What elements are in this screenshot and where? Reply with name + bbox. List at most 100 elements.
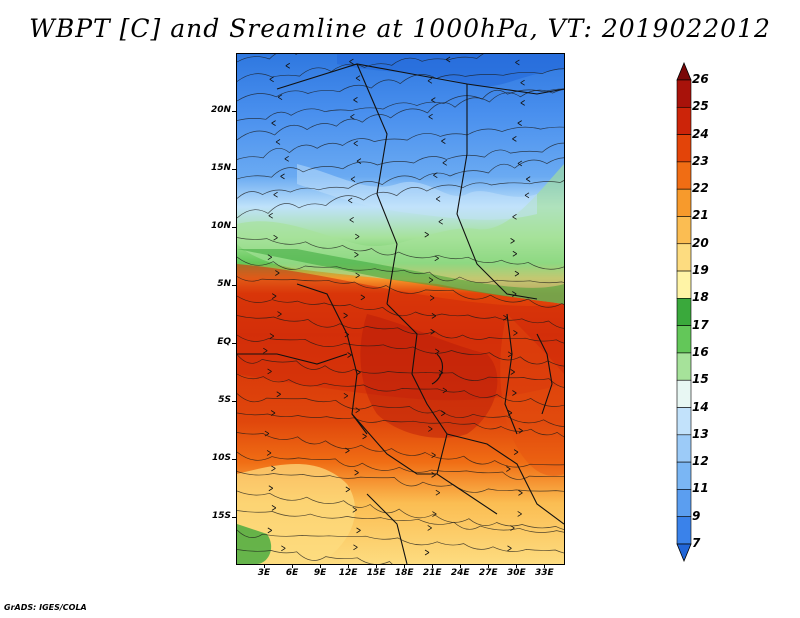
lon-label: 21E bbox=[422, 568, 442, 578]
streamline-arrow bbox=[432, 511, 437, 517]
lat-label: EQ bbox=[217, 336, 231, 347]
streamline-arrow bbox=[267, 254, 273, 261]
lat-tick bbox=[232, 400, 236, 402]
lon-tick bbox=[460, 564, 462, 568]
streamline bbox=[237, 180, 564, 219]
lat-tick bbox=[232, 458, 236, 460]
streamline-arrow bbox=[513, 330, 518, 336]
lon-label: 30E bbox=[506, 568, 526, 578]
colorbar-label: 9 bbox=[692, 508, 701, 523]
colorbar-box bbox=[676, 216, 692, 245]
streamline-arrow bbox=[271, 120, 276, 126]
colorbar-label: 13 bbox=[692, 426, 709, 441]
lon-tick bbox=[348, 564, 350, 568]
streamline-arrow bbox=[268, 212, 273, 219]
streamline-arrow bbox=[353, 97, 358, 103]
streamline-arrow bbox=[360, 294, 366, 301]
colorbar-box bbox=[676, 188, 692, 217]
streamline bbox=[237, 451, 564, 480]
streamline bbox=[237, 315, 564, 344]
grads-credit: GrADS: IGES/COLA bbox=[4, 603, 87, 612]
lon-tick bbox=[432, 564, 434, 568]
streamline-arrow bbox=[268, 485, 274, 492]
streamline-arrow bbox=[427, 525, 432, 531]
streamline-arrow bbox=[442, 159, 447, 166]
lat-tick bbox=[232, 342, 236, 344]
streamline-arrow bbox=[277, 94, 283, 101]
streamline-arrow bbox=[518, 427, 523, 434]
lon-label: 27E bbox=[478, 568, 498, 578]
colorbar-box bbox=[676, 489, 692, 518]
colorbar-label: 24 bbox=[692, 126, 709, 141]
streamline-arrow bbox=[266, 450, 272, 456]
streamline-arrow bbox=[269, 76, 274, 83]
streamline-arrow bbox=[431, 313, 437, 319]
lat-tick bbox=[232, 284, 236, 286]
streamline bbox=[237, 432, 564, 468]
streamline-arrow bbox=[355, 272, 360, 279]
streamline-arrow bbox=[273, 191, 278, 198]
lat-tick bbox=[232, 168, 236, 170]
streamline-arrow bbox=[349, 58, 354, 65]
streamline-arrow bbox=[281, 545, 286, 552]
streamline-arrow bbox=[273, 234, 278, 241]
lat-label: 5N bbox=[217, 278, 231, 289]
streamline bbox=[237, 256, 564, 284]
lon-label: 3E bbox=[257, 568, 271, 578]
colorbar-box bbox=[676, 161, 692, 190]
streamline bbox=[237, 354, 564, 388]
streamline-arrow bbox=[520, 100, 525, 106]
colorbar-box bbox=[676, 407, 692, 436]
colorbar-label: 23 bbox=[692, 153, 709, 168]
streamline-arrow bbox=[514, 270, 520, 277]
streamline-arrow bbox=[267, 527, 273, 534]
streamline-arrow bbox=[353, 140, 358, 147]
streamline-arrow bbox=[442, 387, 448, 394]
colorbar-label: 15 bbox=[692, 372, 709, 387]
streamline-arrow bbox=[349, 216, 354, 223]
streamline-arrow bbox=[355, 407, 360, 414]
streamline-arrow bbox=[429, 295, 435, 301]
streamline bbox=[237, 54, 510, 82]
streamline-arrow bbox=[434, 255, 439, 262]
streamline-arrow bbox=[347, 352, 352, 358]
streamline bbox=[237, 393, 564, 427]
lon-label: 15E bbox=[366, 568, 386, 578]
streamline-arrow bbox=[280, 173, 285, 180]
plot-title: WBPT [C] and Sreamline at 1000hPa, VT: 2… bbox=[29, 14, 771, 43]
streamline bbox=[237, 471, 564, 493]
streamline-arrow bbox=[507, 410, 513, 416]
colorbar-label: 25 bbox=[692, 99, 709, 114]
lon-label: 9E bbox=[313, 568, 327, 578]
streamline-arrow bbox=[517, 511, 522, 517]
streamline bbox=[237, 89, 564, 141]
colorbar-label: 18 bbox=[692, 290, 709, 305]
colorbar-box bbox=[676, 298, 692, 326]
streamline-arrow bbox=[352, 506, 357, 513]
lat-tick bbox=[232, 110, 236, 112]
colorbar-label: 11 bbox=[692, 481, 709, 496]
colorbar-label: 17 bbox=[692, 317, 709, 332]
colorbar-box bbox=[676, 516, 692, 545]
streamline bbox=[237, 549, 393, 564]
streamline-arrow bbox=[518, 490, 523, 496]
lon-tick bbox=[320, 564, 322, 568]
colorbar-label: 26 bbox=[692, 72, 709, 86]
lat-label: 15S bbox=[211, 510, 231, 521]
lat-label: 10S bbox=[211, 452, 231, 463]
country-border bbox=[536, 333, 553, 415]
colorbar-label: 14 bbox=[692, 399, 709, 414]
country-border bbox=[237, 353, 348, 365]
streamline bbox=[237, 68, 564, 102]
streamline-arrow bbox=[275, 270, 280, 276]
streamline-arrow bbox=[440, 410, 446, 417]
lon-label: 24E bbox=[450, 568, 470, 578]
streamline-arrow bbox=[520, 79, 525, 86]
streamline-arrow bbox=[277, 311, 282, 317]
streamline bbox=[237, 529, 564, 554]
streamline-arrow bbox=[435, 196, 441, 202]
country-border bbox=[504, 313, 518, 435]
country-border bbox=[386, 303, 448, 475]
lat-label: 15N bbox=[210, 162, 231, 173]
lat-tick bbox=[232, 516, 236, 518]
